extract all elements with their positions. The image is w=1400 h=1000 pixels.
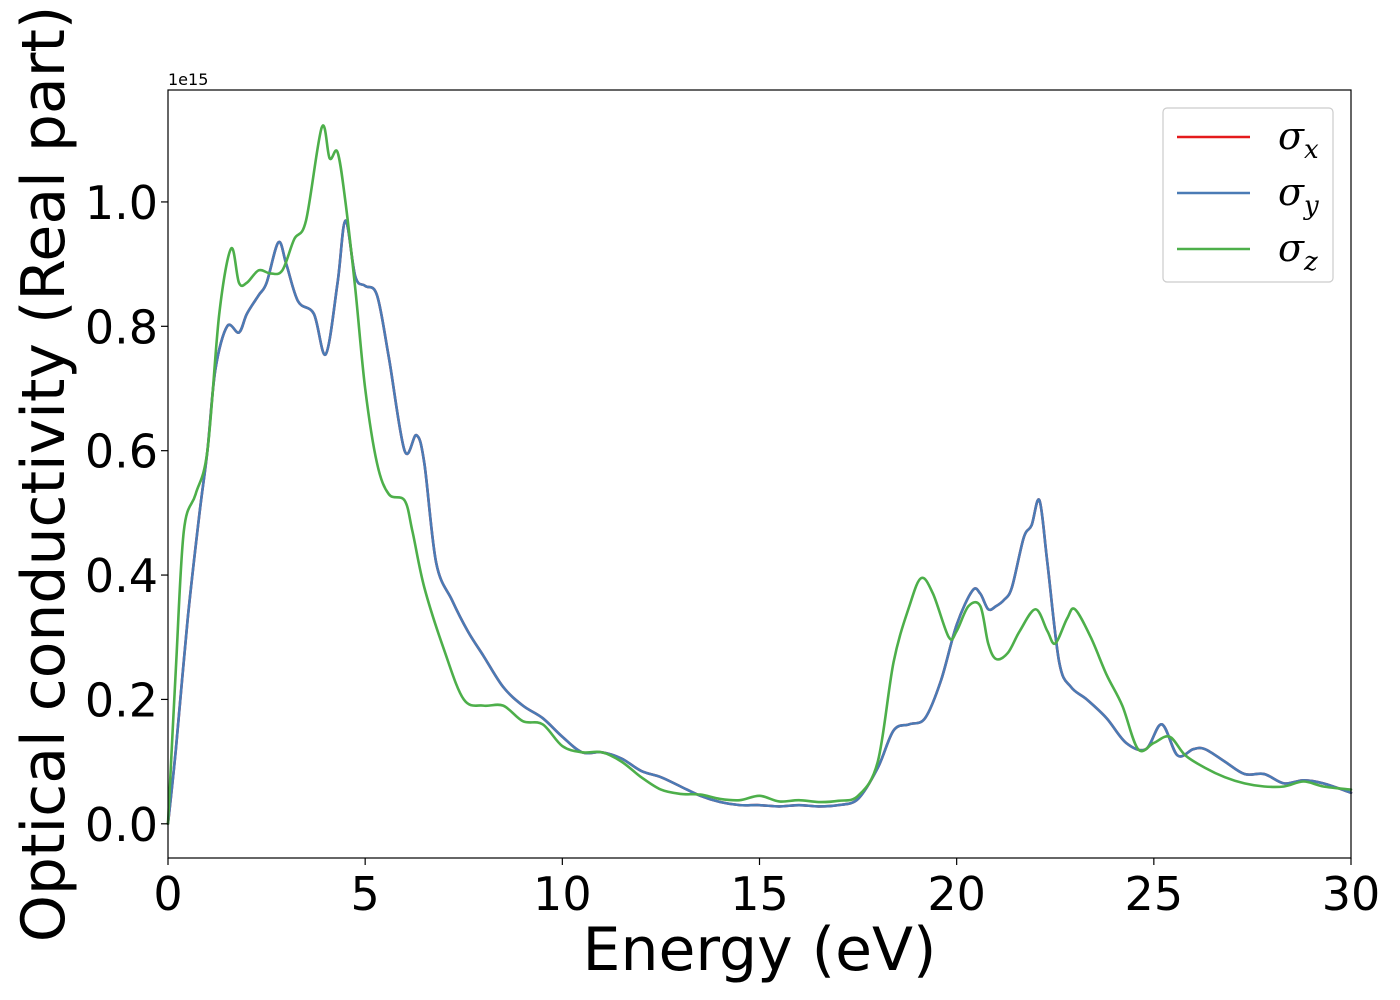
series-line-y (166, 219, 1353, 826)
y-axis-title: Optical conductivity (Real part) (9, 6, 79, 943)
x-tick-label: 20 (927, 867, 986, 921)
y-tick-label: 0.0 (85, 798, 158, 852)
y-tick-label: 0.4 (85, 549, 158, 603)
x-tick-label: 25 (1125, 867, 1184, 921)
x-tick-label: 0 (153, 867, 182, 921)
x-tick-label: 15 (730, 867, 789, 921)
y-offset-label: 1e15 (168, 70, 208, 89)
legend-box (1162, 107, 1334, 283)
series-layer (166, 124, 1353, 826)
x-tick-label: 10 (533, 867, 592, 921)
x-tick-label: 30 (1322, 867, 1381, 921)
y-tick-label: 0.8 (85, 300, 158, 354)
series-line-z (166, 124, 1353, 826)
x-axis-ticks: 0 5 10 15 20 25 30 (153, 858, 1380, 921)
plot-background (168, 90, 1351, 858)
y-tick-label: 1.0 (85, 176, 158, 230)
y-tick-label: 0.2 (85, 673, 158, 727)
x-tick-label: 5 (351, 867, 380, 921)
y-tick-label: 0.6 (85, 425, 158, 479)
x-axis-title: Energy (eV) (583, 915, 937, 985)
y-axis-ticks: 0.0 0.2 0.4 0.6 0.8 1.0 (85, 176, 168, 852)
